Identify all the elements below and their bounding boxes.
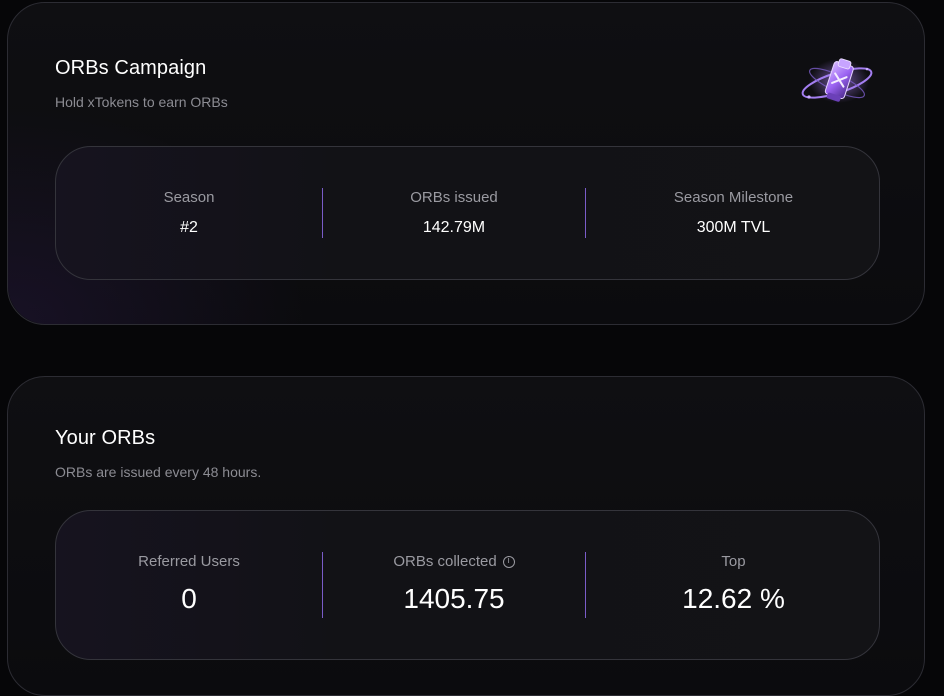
stat-divider [585,188,586,238]
orbs-collected-value: 1405.75 [403,583,505,614]
orbs-issued-value: 142.79M [422,219,486,236]
orb-cube-icon [801,58,873,103]
season-label: Season [163,189,215,206]
season-value: #2 [180,219,198,236]
orbs-collected-stat: ORBs collected i 1405.75 [323,511,585,615]
season-milestone-value: 300M TVL [696,219,771,236]
stat-divider [322,552,323,618]
orbs-collected-label: ORBs collected [393,553,497,570]
your-orbs-subtitle: ORBs are issued every 48 hours. [55,464,262,480]
info-icon[interactable]: i [502,555,515,568]
top-label: Top [721,553,746,570]
stat-divider [585,552,586,618]
referred-users-label: Referred Users [138,553,240,570]
your-orbs-title: Your ORBs [55,427,156,449]
campaign-stats-panel: Season #2 ORBs issued 142.79M Season Mil… [55,146,880,280]
campaign-subtitle: Hold xTokens to earn ORBs [55,94,228,110]
season-stat: Season #2 [56,189,322,237]
orbs-campaign-card: ORBs Campaign Hold xTokens to earn ORBs [7,2,925,325]
top-value: 12.62 % [682,583,785,614]
orbs-issued-stat: ORBs issued 142.79M [323,189,585,237]
season-milestone-stat: Season Milestone 300M TVL [586,189,881,237]
orbs-collected-label-row: ORBs collected i [393,553,515,570]
top-stat: Top 12.62 % [586,511,881,615]
campaign-title: ORBs Campaign [55,57,207,79]
your-orbs-stats-panel: Referred Users 0 ORBs collected i 1405.7… [55,510,880,660]
referred-users-stat: Referred Users 0 [56,511,322,615]
season-milestone-label: Season Milestone [673,189,794,206]
orbs-issued-label: ORBs issued [410,189,498,206]
stat-divider [322,188,323,238]
your-orbs-card: Your ORBs ORBs are issued every 48 hours… [7,376,925,696]
referred-users-value: 0 [181,583,197,614]
